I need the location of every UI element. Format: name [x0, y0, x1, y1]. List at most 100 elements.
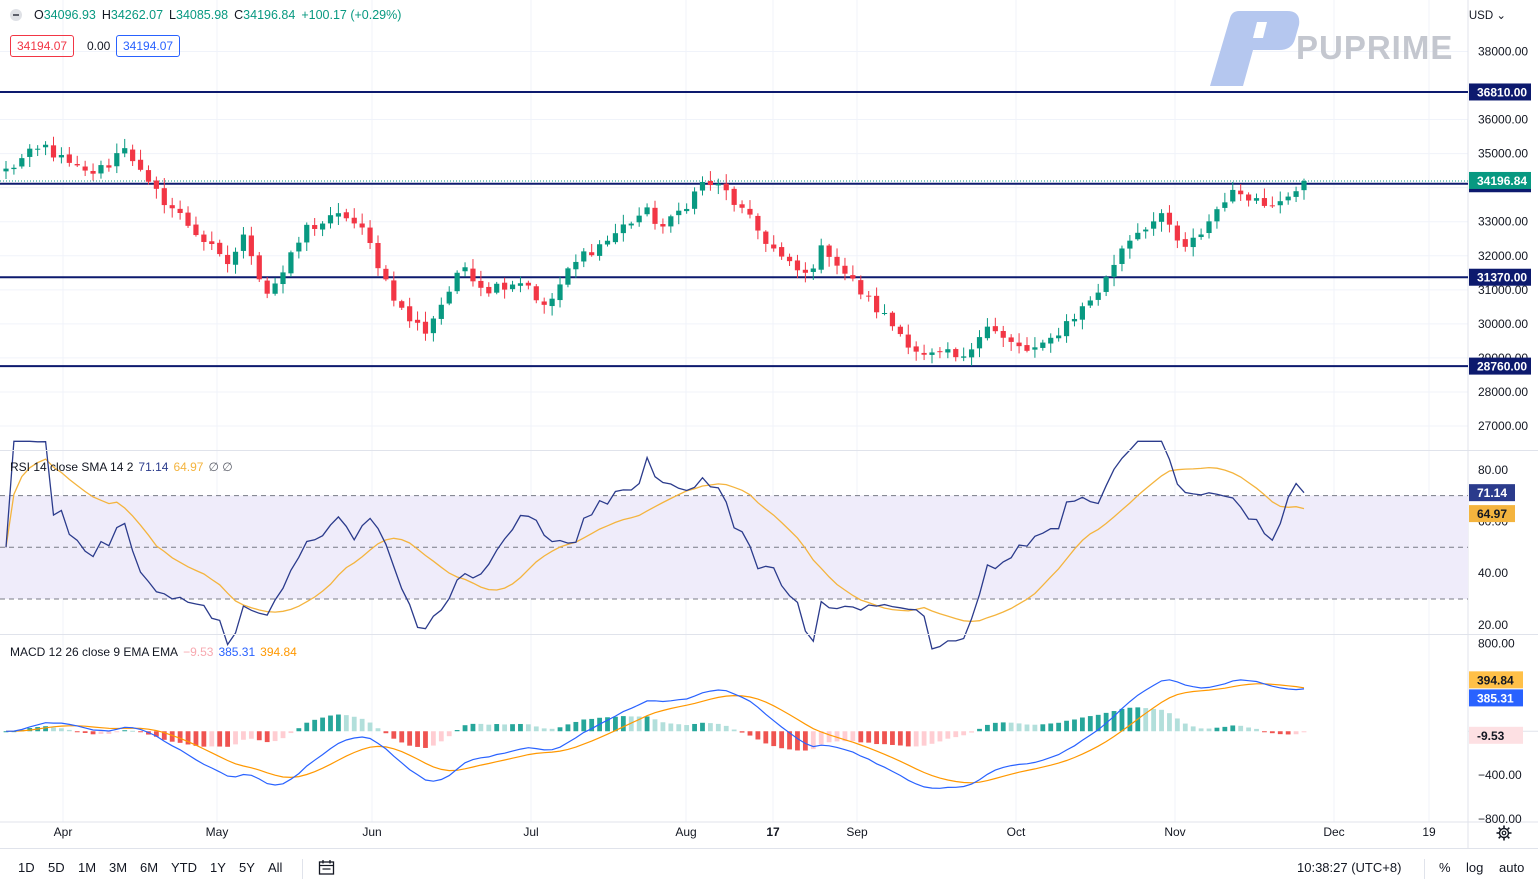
candle-body — [1032, 347, 1038, 350]
candle-body — [66, 154, 72, 163]
timeframe-all[interactable]: All — [268, 860, 283, 875]
collapse-icon[interactable] — [10, 9, 22, 21]
macd-histogram-bar — [731, 729, 737, 732]
pane-divider[interactable] — [0, 450, 1538, 451]
macd-histogram-bar — [510, 724, 515, 732]
sell-price-box[interactable]: 34194.07 — [10, 35, 75, 57]
macd-histogram-bar — [359, 718, 365, 732]
candle-body — [581, 251, 587, 262]
macd-histogram-bar — [969, 731, 974, 733]
clock-timezone[interactable]: 10:38:27 (UTC+8) — [1297, 860, 1402, 875]
candle-body — [858, 280, 864, 295]
macd-histogram — [3, 707, 1307, 751]
macd-histogram-bar — [59, 728, 64, 732]
candle-body — [739, 204, 745, 208]
candle-body — [343, 212, 349, 219]
macd-histogram-bar — [882, 731, 887, 745]
candle-body — [1056, 335, 1062, 339]
timeframe-1y[interactable]: 1Y — [210, 860, 226, 875]
candle-body — [312, 225, 318, 229]
log-toggle[interactable]: log — [1466, 860, 1484, 875]
macd-histogram-bar — [549, 728, 555, 732]
timeframe-6m[interactable]: 6M — [140, 860, 159, 875]
candle-body — [517, 283, 524, 286]
macd-histogram-bar — [383, 731, 389, 734]
calendar-icon[interactable] — [318, 859, 335, 876]
settings-gear-icon[interactable] — [1496, 825, 1512, 841]
macd-histogram-bar — [470, 723, 476, 732]
macd-histogram-bar — [486, 724, 492, 732]
last-price-label: 34196.84 — [1477, 174, 1527, 188]
high-value: 34262.07 — [110, 8, 164, 22]
auto-toggle[interactable]: auto — [1499, 860, 1525, 875]
macd-tick-label: 800.00 — [1478, 636, 1515, 650]
candle-body — [201, 234, 207, 242]
timeframe-ytd[interactable]: YTD — [171, 860, 197, 875]
candle-body — [1198, 234, 1204, 238]
candle-body — [1261, 198, 1268, 206]
macd-histogram-bar — [1246, 727, 1251, 732]
time-axis-label: Oct — [1007, 825, 1026, 839]
candle-body — [177, 208, 183, 213]
candle-body — [1151, 221, 1157, 229]
candle-body — [755, 215, 761, 231]
macd-histogram-bar — [684, 725, 690, 732]
percent-toggle[interactable]: % — [1439, 860, 1451, 875]
candle-body — [454, 272, 460, 292]
candle-body — [1079, 306, 1085, 320]
macd-histogram-bar — [169, 731, 175, 742]
candle-body — [280, 272, 286, 285]
candle-body — [1214, 209, 1220, 222]
candle-body — [961, 356, 967, 358]
macd-histogram-bar — [977, 728, 982, 732]
macd-histogram-bar — [1254, 728, 1259, 732]
candle-body — [272, 283, 278, 294]
macd-histogram-bar — [312, 719, 318, 732]
macd-histogram-bar — [905, 731, 911, 747]
currency-selector[interactable]: USD ⌄ — [1468, 10, 1506, 22]
candle-body — [509, 284, 516, 290]
macd-histogram-bar — [755, 731, 761, 740]
buy-price-box[interactable]: 34194.07 — [116, 35, 181, 57]
macd-histogram-bar — [605, 717, 610, 732]
rsi-sma-value: 64.97 — [173, 460, 204, 474]
candlestick-series — [3, 136, 1307, 366]
timeframe-1d[interactable]: 1D — [18, 860, 35, 875]
macd-histogram-bar — [201, 731, 207, 747]
candle-body — [232, 251, 239, 265]
macd-histogram-bar — [454, 730, 460, 732]
rsi-tick-label: 40.00 — [1478, 566, 1508, 580]
timeframe-1m[interactable]: 1M — [78, 860, 97, 875]
candle-body — [771, 244, 777, 249]
timeframe-5y[interactable]: 5Y — [239, 860, 255, 875]
macd-histogram-bar — [1087, 716, 1093, 732]
candle-body — [834, 256, 840, 266]
candle-body — [58, 155, 65, 158]
candle-body — [264, 280, 270, 294]
macd-histogram-bar — [153, 731, 159, 737]
macd-histogram-bar — [589, 718, 595, 732]
macd-legend[interactable]: MACD 12 26 close 9 EMA EMA −9.53 385.31 394… — [10, 645, 302, 659]
pane-divider[interactable] — [0, 634, 1538, 635]
candle-body — [414, 319, 421, 323]
timeframe-5d[interactable]: 5D — [48, 860, 65, 875]
macd-histogram-bar — [225, 731, 231, 747]
candle-body — [786, 256, 793, 262]
macd-histogram-bar — [1214, 727, 1220, 732]
candle-body — [169, 205, 175, 209]
timeframe-3m[interactable]: 3M — [109, 860, 128, 875]
macd-histogram-bar — [573, 721, 579, 732]
macd-histogram-bar — [304, 722, 310, 732]
macd-histogram-bar — [1032, 724, 1038, 732]
brand-name: PUPRIME — [1296, 29, 1454, 66]
macd-histogram-bar — [518, 723, 523, 732]
macd-tick-label: −400.00 — [1478, 768, 1522, 782]
macd-histogram-bar — [74, 731, 80, 733]
rsi-legend[interactable]: RSI 14 close SMA 14 2 71.14 64.97 ∅ ∅ — [10, 460, 238, 474]
candle-body — [747, 208, 753, 215]
macd-histogram-bar — [1151, 708, 1157, 732]
macd-histogram-bar — [636, 716, 642, 732]
candle-body — [288, 252, 294, 274]
macd-histogram-bar — [90, 731, 96, 735]
